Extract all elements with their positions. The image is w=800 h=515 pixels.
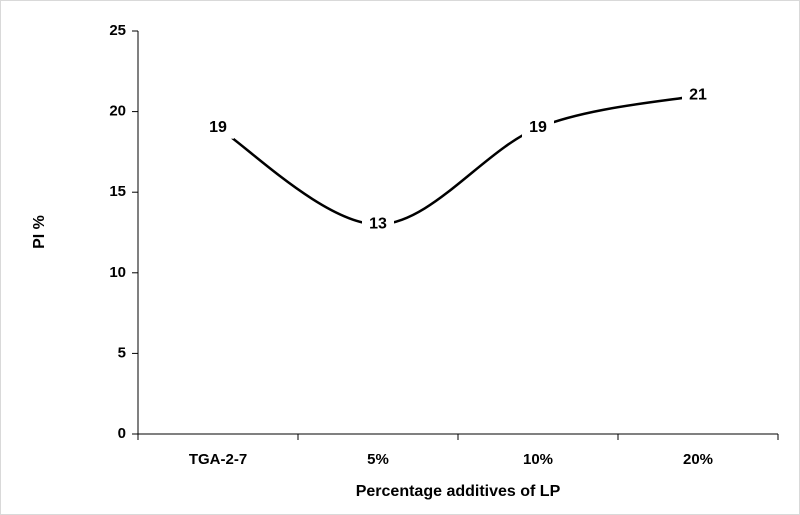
data-label-bg <box>362 213 394 236</box>
data-label-bg <box>522 116 554 139</box>
y-tick-label: 20 <box>109 103 126 120</box>
data-label: 19 <box>529 119 547 136</box>
y-axis-title: PI % <box>31 215 48 249</box>
y-tick-label: 15 <box>109 183 126 200</box>
data-label: 19 <box>209 119 227 136</box>
y-tick-label: 25 <box>109 22 126 39</box>
y-tick-label: 10 <box>109 264 126 281</box>
data-label-bg <box>682 84 714 107</box>
y-tick-label: 0 <box>118 425 126 442</box>
data-label-bg <box>202 116 234 139</box>
x-axis-title: Percentage additives of LP <box>356 483 561 500</box>
x-tick-label: 20% <box>683 451 713 468</box>
x-tick-label: 10% <box>523 451 553 468</box>
data-label: 13 <box>369 216 387 233</box>
y-tick-label: 5 <box>118 344 126 361</box>
data-line <box>217 94 699 226</box>
data-label: 21 <box>689 87 707 104</box>
x-tick-label: TGA-2-7 <box>189 451 247 468</box>
x-tick-label: 5% <box>367 451 389 468</box>
